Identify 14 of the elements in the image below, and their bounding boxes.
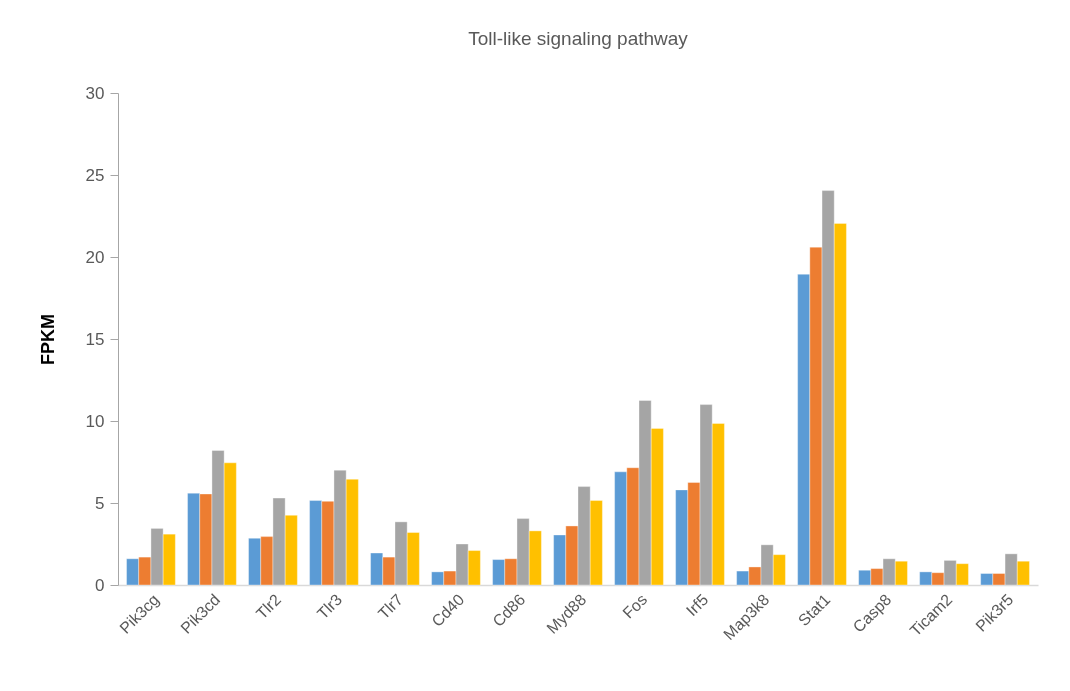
y-axis-title: FPKM	[37, 314, 58, 365]
y-tick-label: 0	[95, 575, 105, 595]
x-tick-label: Irf5	[682, 590, 712, 620]
x-tick-label: Tlr2	[252, 590, 285, 623]
y-tick-label: 25	[85, 165, 105, 185]
y-tick-label: 20	[85, 247, 105, 267]
y-tick-label: 30	[85, 83, 105, 103]
y-tick-label: 5	[95, 493, 105, 513]
x-tick-label: Tlr3	[313, 590, 346, 623]
x-tick-label: Tlr7	[374, 590, 407, 623]
x-tick-label: Fos	[619, 590, 651, 622]
y-tick-label: 15	[85, 329, 105, 349]
y-tick-label: 10	[85, 411, 105, 431]
chart-title: Toll-like signaling pathway	[468, 28, 689, 49]
